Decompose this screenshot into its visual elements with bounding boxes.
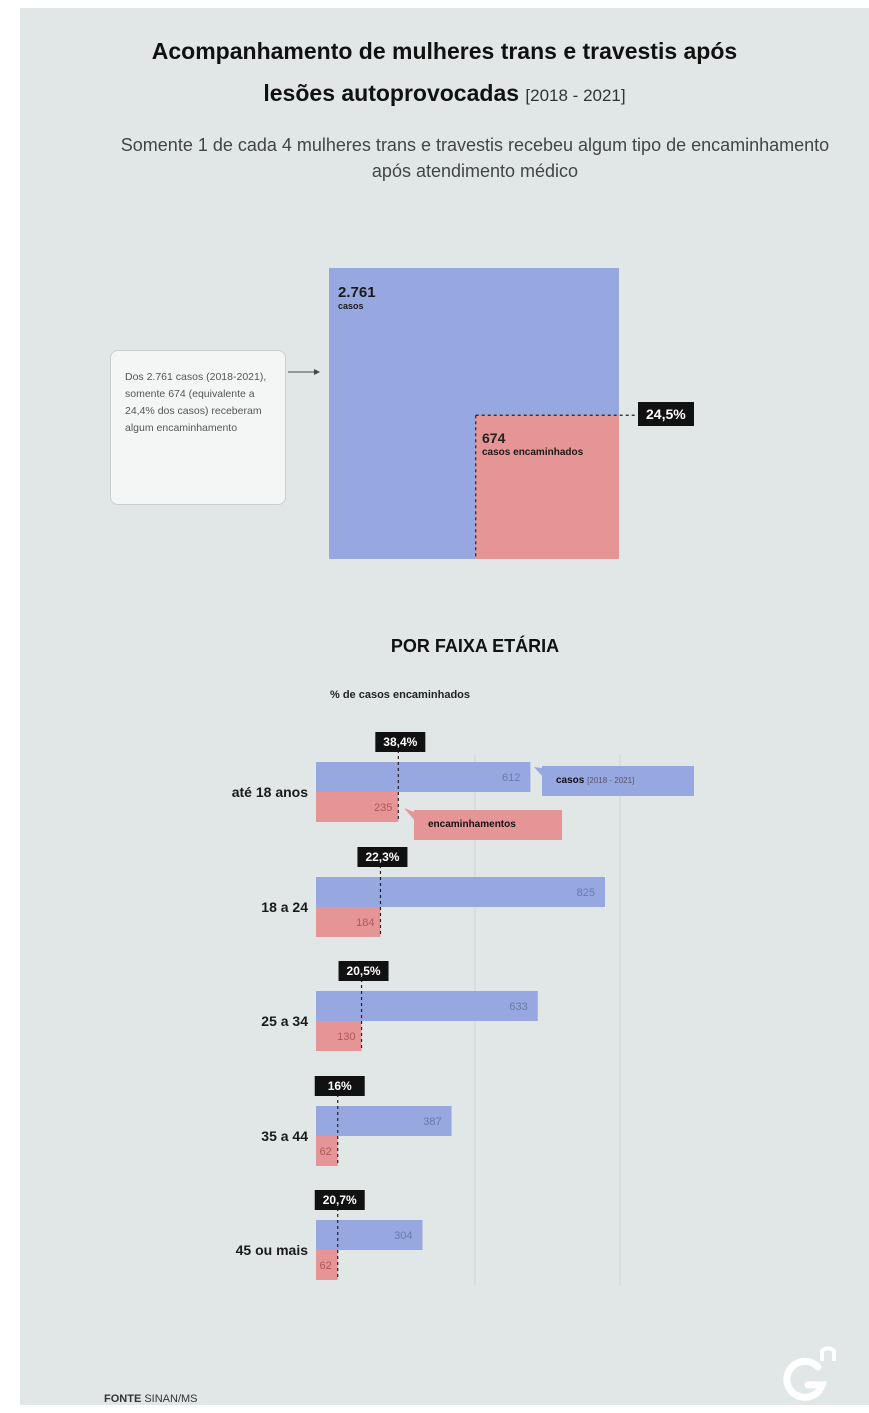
percent-tag [314,1190,365,1210]
percent-tag-label: 20,7% [323,1193,357,1207]
title-line-2: lesões autoprovocadas [2018 - 2021] [20,72,869,117]
age-category-label: 35 a 44 [261,1128,308,1144]
title-range: [2018 - 2021] [525,86,626,105]
legend-referrals-label: encaminhamentos [428,819,516,830]
chart-subtitle: Somente 1 de cada 4 mulheres trans e tra… [120,135,830,181]
referrals-value-label: 184 [356,917,374,929]
publisher-logo [783,1346,836,1401]
referrals-bar [316,1250,338,1280]
age-category-label: 45 ou mais [236,1242,309,1258]
chart-panel [20,8,869,1405]
referred-cases-label: 674 casos encaminhados [482,430,612,459]
age-category-label: 18 a 24 [261,899,308,915]
legend-referrals-pointer [404,808,416,822]
referrals-value-label: 62 [319,1260,331,1272]
title-line-1: Acompanhamento de mulheres trans e trave… [151,38,738,64]
annotation-arrow-head [314,369,320,375]
percent-tag-label: 20,5% [347,964,381,978]
percent-tag [357,847,408,867]
cases-bar [316,991,538,1021]
overall-percent-tag: 24,5% [638,402,694,426]
cases-value-label: 633 [509,1001,527,1013]
legend-referrals: encaminhamentos [414,810,562,840]
cases-value-label: 387 [423,1116,441,1128]
age-category-label: até 18 anos [232,784,308,800]
percent-tag [338,961,389,981]
cases-value-label: 612 [502,772,520,784]
cases-bar [316,762,531,792]
percent-tag [375,732,426,752]
percent-tag-label: 16% [328,1079,352,1093]
percent-tag-label: 38,4% [383,735,417,749]
cases-bar [316,1220,423,1250]
referrals-value-label: 130 [337,1031,355,1043]
percent-caption: % de casos encaminhados [330,689,470,701]
referred-cases-unit: casos encaminhados [482,447,584,458]
referrals-bar [316,1136,338,1166]
legend-cases-years: [2018 - 2021] [587,776,635,785]
section-title: POR FAIXA ETÁRIA [390,636,560,656]
legend-cases-label: casos [556,775,585,786]
source-note: FONTE SINAN/MS [104,1393,198,1405]
referrals-value-label: 62 [319,1146,331,1158]
source-label: FONTE [104,1393,142,1405]
area-chart [288,268,636,559]
referrals-value-label: 235 [374,802,392,814]
cases-value-label: 304 [394,1230,412,1242]
referred-cases-value: 674 [482,430,506,446]
legend-cases: casos [2018 - 2021] [542,766,694,796]
total-cases-label: 2.761 casos [338,284,376,311]
referrals-bar [316,907,381,937]
age-category-label: 25 a 34 [261,1013,308,1029]
referred-cases-area [475,415,619,559]
cases-bar [316,877,605,907]
title-line-2-text: lesões autoprovocadas [263,80,520,106]
cases-value-label: 825 [577,887,595,899]
source-value: SINAN/MS [144,1393,198,1405]
legend-cases-pointer [534,767,544,778]
total-cases-value: 2.761 [338,284,376,301]
referrals-bar [316,792,399,822]
total-cases-unit: casos [338,301,364,311]
percent-tag-label: 22,3% [365,850,399,864]
cases-bar [316,1106,452,1136]
annotation-note: Dos 2.761 casos (2018-2021), somente 674… [110,350,286,505]
chart-title: Acompanhamento de mulheres trans e trave… [20,30,869,117]
referrals-bar [316,1021,362,1051]
percent-tag [314,1076,365,1096]
